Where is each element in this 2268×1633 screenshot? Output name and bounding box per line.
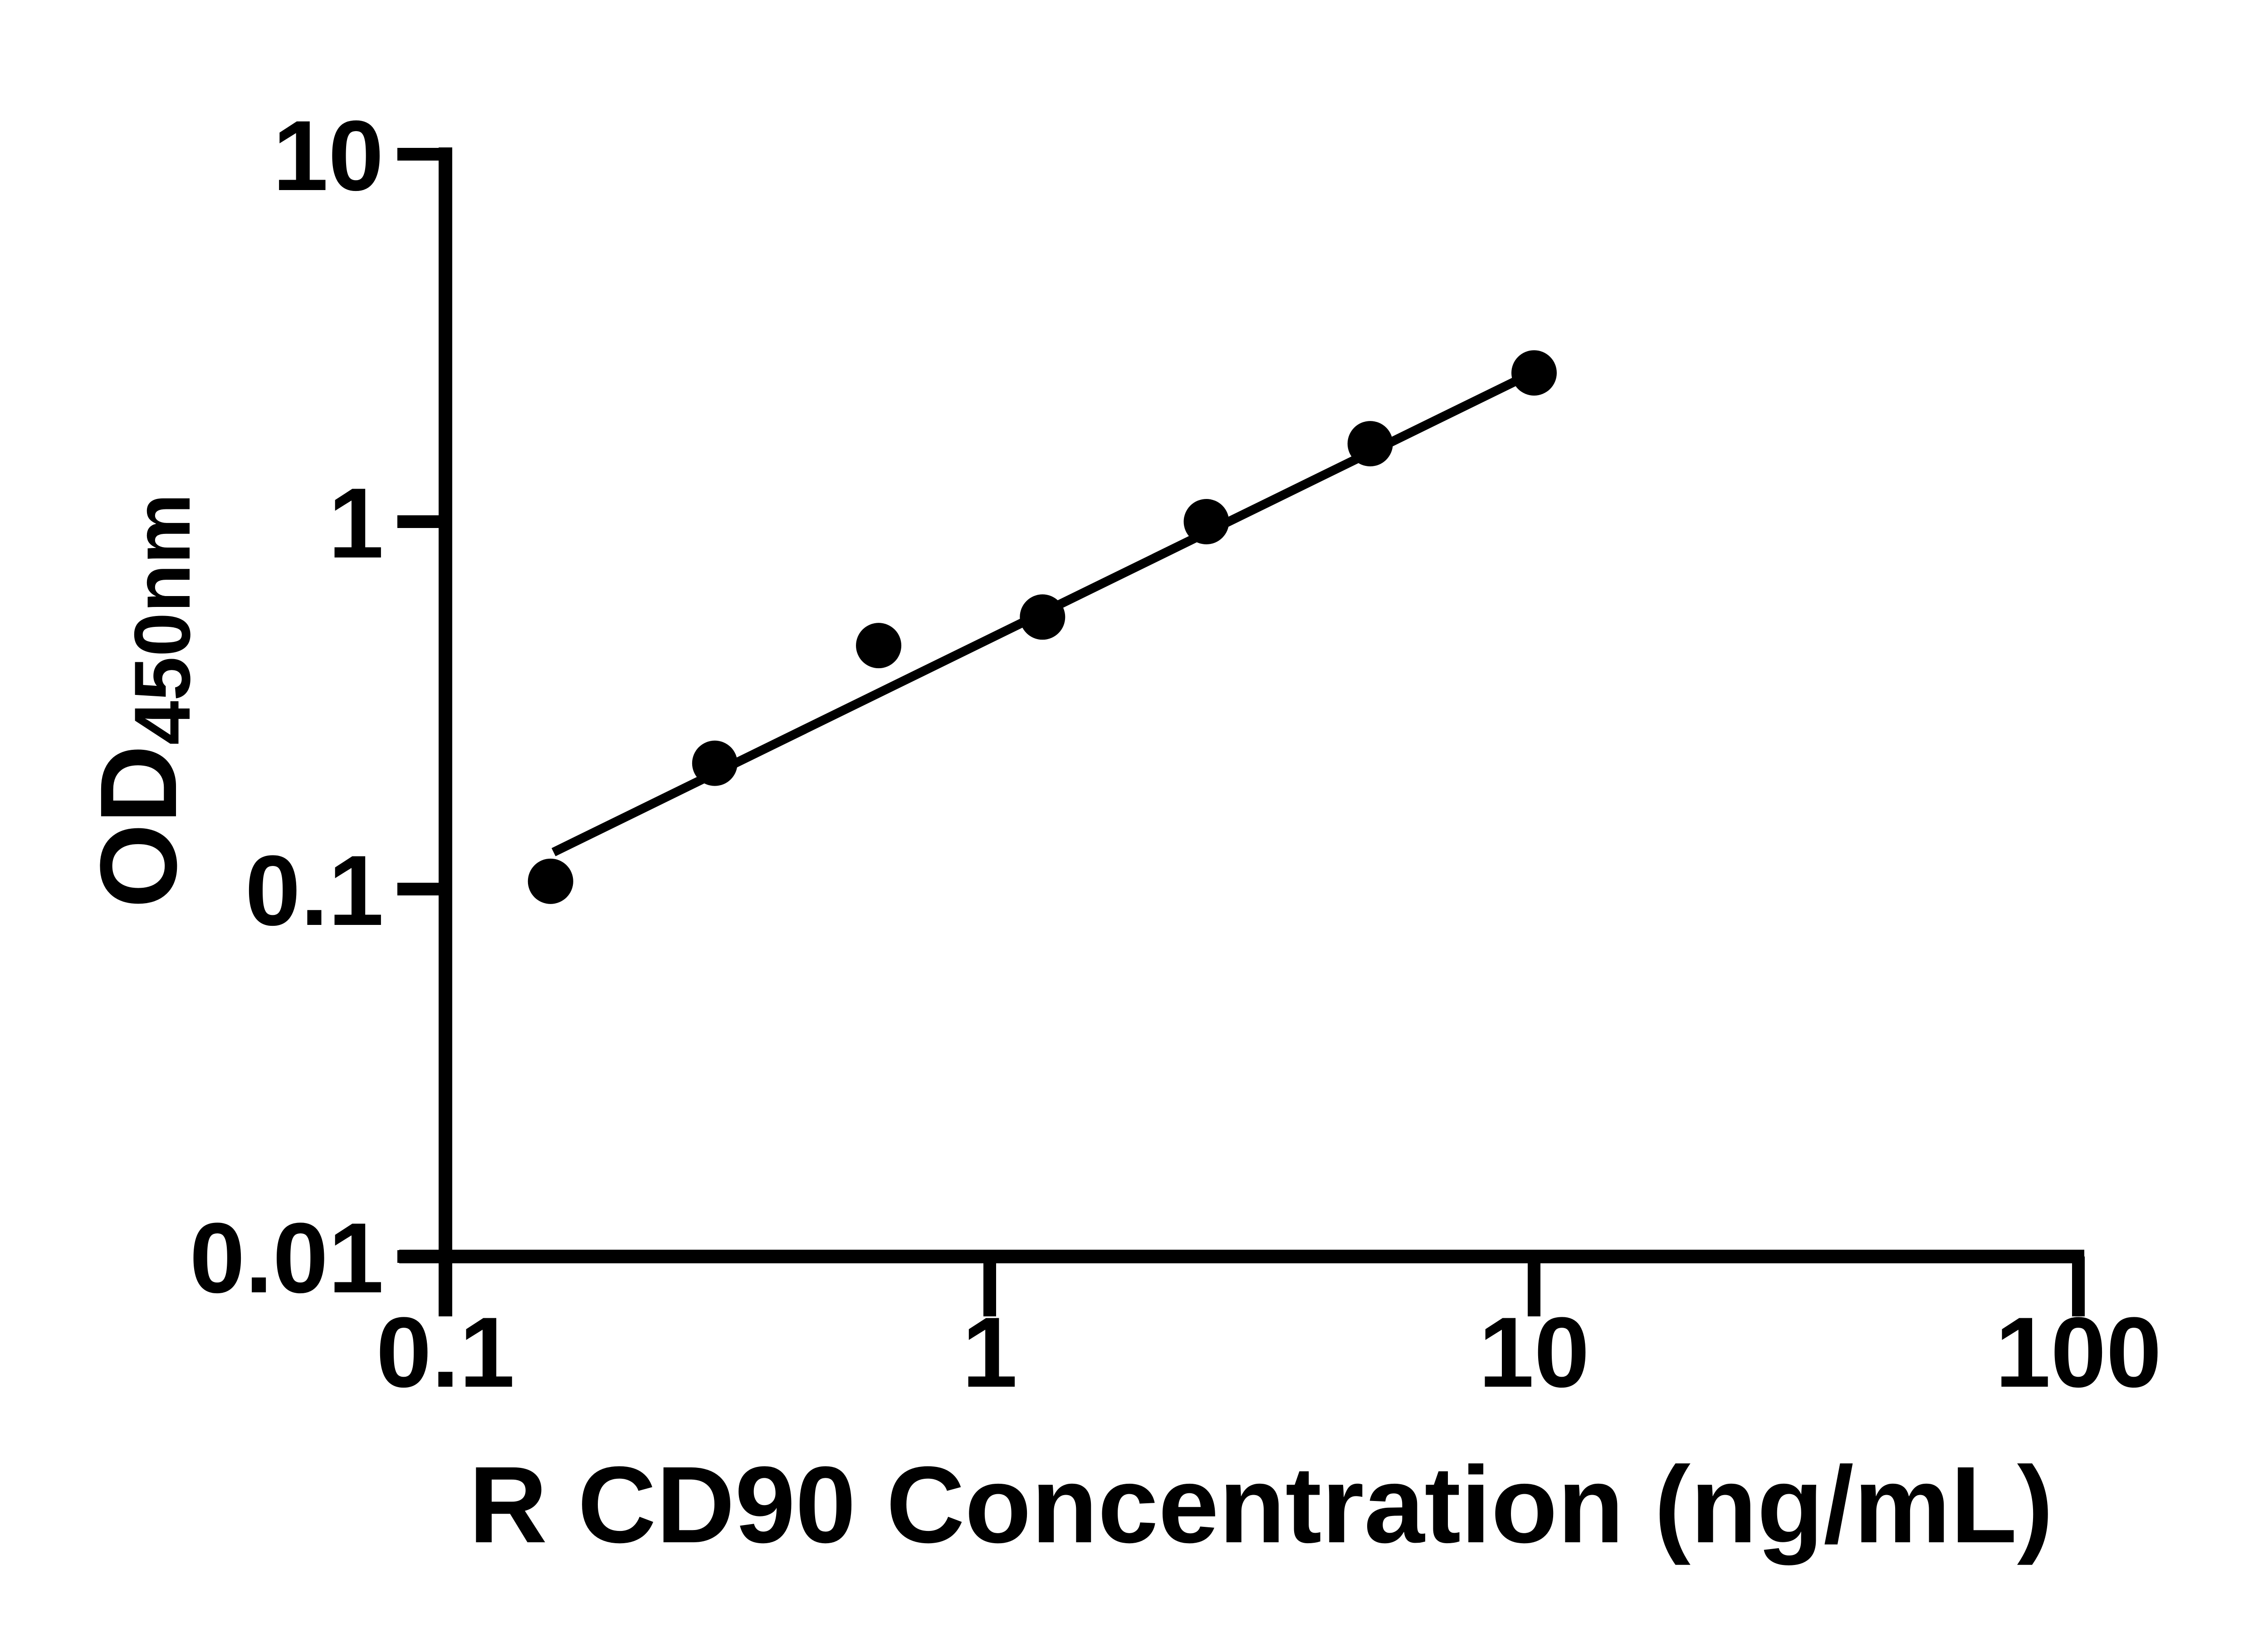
data-point: [692, 740, 738, 786]
data-points: [528, 350, 1557, 904]
y-axis-title-main: OD: [78, 745, 199, 908]
data-point: [856, 623, 902, 669]
x-tick-labels: 0.1 1 10 100: [376, 1296, 2161, 1408]
y-tick-label: 0.1: [245, 835, 384, 946]
x-tick-label: 0.1: [376, 1296, 515, 1408]
y-tick-label: 1: [328, 467, 384, 579]
data-point: [1511, 350, 1557, 396]
y-axis-title-subscript: 450nm: [118, 494, 207, 745]
x-tick-label: 100: [1995, 1296, 2161, 1408]
data-point: [1347, 421, 1393, 467]
data-point: [528, 858, 573, 904]
data-point: [1020, 594, 1066, 640]
x-tick-label: 1: [962, 1296, 1017, 1408]
y-tick-label: 10: [273, 100, 384, 211]
y-axis-title: OD450nm: [78, 494, 207, 908]
y-tick-label: 0.01: [190, 1202, 384, 1314]
y-tick-labels: 0.01 0.1 1 10: [190, 100, 384, 1314]
y-ticks: [397, 148, 445, 1263]
x-ticks: [439, 1257, 2085, 1316]
data-point: [1183, 499, 1229, 544]
x-tick-label: 10: [1479, 1296, 1590, 1408]
x-axis-title: R CD90 Concentration (ng/mL): [469, 1444, 2053, 1565]
